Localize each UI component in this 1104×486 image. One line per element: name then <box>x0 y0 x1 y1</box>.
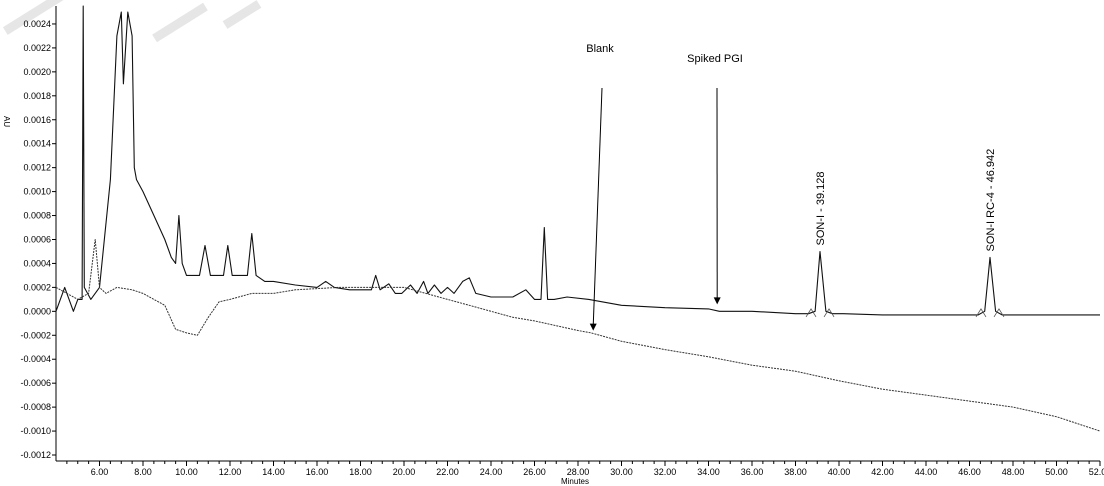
x-tick-label: 20.00 <box>393 467 416 477</box>
x-tick-label: 32.00 <box>654 467 677 477</box>
x-axis-label: Minutes <box>561 477 589 486</box>
y-tick-label: 0.0016 <box>23 115 51 125</box>
integration-marker <box>976 309 1004 317</box>
x-tick-label: 34.00 <box>697 467 720 477</box>
y-tick-label: 0.0006 <box>23 234 51 244</box>
y-tick-label: 0.0012 <box>23 163 51 173</box>
y-tick-label: 0.0014 <box>23 139 51 149</box>
x-tick-label: 42.00 <box>871 467 894 477</box>
y-axis: 0.0024 0.0022 0.0020 0.0018 0.0016 0.0014 0.00… <box>20 6 56 461</box>
x-tick-label: 12.00 <box>219 467 242 477</box>
x-tick-label: 28.00 <box>567 467 590 477</box>
y-tick-label: 0.0002 <box>23 282 51 292</box>
y-tick-label: -0.0006 <box>20 378 51 388</box>
blank-arrow-head <box>590 324 597 331</box>
x-tick-label: 48.00 <box>1002 467 1025 477</box>
x-tick-label: 14.00 <box>262 467 285 477</box>
x-tick-label: 10.00 <box>175 467 198 477</box>
y-tick-label: -0.0004 <box>20 354 51 364</box>
blank-arrow-line <box>593 88 602 326</box>
x-tick-label: 30.00 <box>610 467 633 477</box>
x-tick-label: 16.00 <box>306 467 329 477</box>
y-tick-label: 0.0018 <box>23 91 51 101</box>
y-tick-label: 0.0020 <box>23 67 51 77</box>
x-tick-label: 52.00 <box>1089 467 1104 477</box>
peak-label: SON-I RC-4 - 46.942 <box>985 149 997 252</box>
y-tick-label: 0.0024 <box>23 19 51 29</box>
peak-label: SON-I - 39.128 <box>815 171 827 245</box>
x-tick-label: 38.00 <box>784 467 807 477</box>
x-tick-label: 22.00 <box>436 467 459 477</box>
x-tick-label: 36.00 <box>741 467 764 477</box>
x-tick-label: 26.00 <box>523 467 546 477</box>
x-tick-label: 18.00 <box>349 467 372 477</box>
y-tick-label: -0.0012 <box>20 450 51 460</box>
y-tick-label: 0.0000 <box>23 306 51 316</box>
x-tick-label: 6.00 <box>91 467 109 477</box>
y-tick-label: 0.0022 <box>23 43 51 53</box>
y-tick-label: 0.0008 <box>23 211 51 221</box>
x-tick-label: 40.00 <box>828 467 851 477</box>
x-tick-label: 50.00 <box>1045 467 1068 477</box>
blank-annotation: Blank <box>586 43 614 55</box>
spiked-pgi-annotation: Spiked PGI <box>687 53 743 65</box>
annotation-layer: Blank Spiked PGI SON-I - 39.128 SON-I RC-4 … <box>586 43 997 331</box>
series-line-spiked-pgi <box>56 6 1100 315</box>
x-axis: 6.00 8.00 10.00 12.00 14.00 16.00 18.00 20.00 22… <box>56 461 1104 477</box>
y-tick-label: 0.0010 <box>23 187 51 197</box>
y-tick-label: -0.0002 <box>20 330 51 340</box>
x-tick-label: 24.00 <box>480 467 503 477</box>
spiked-pgi-arrow-head <box>714 297 721 304</box>
y-axis-label: AU <box>2 116 11 127</box>
y-tick-label: 0.0004 <box>23 258 51 268</box>
y-tick-label: -0.0010 <box>20 426 51 436</box>
x-tick-label: 8.00 <box>134 467 152 477</box>
x-tick-label: 46.00 <box>958 467 981 477</box>
y-tick-label: -0.0008 <box>20 402 51 412</box>
series-layer <box>56 6 1100 431</box>
x-tick-label: 44.00 <box>915 467 938 477</box>
series-line-blank <box>56 240 1100 432</box>
